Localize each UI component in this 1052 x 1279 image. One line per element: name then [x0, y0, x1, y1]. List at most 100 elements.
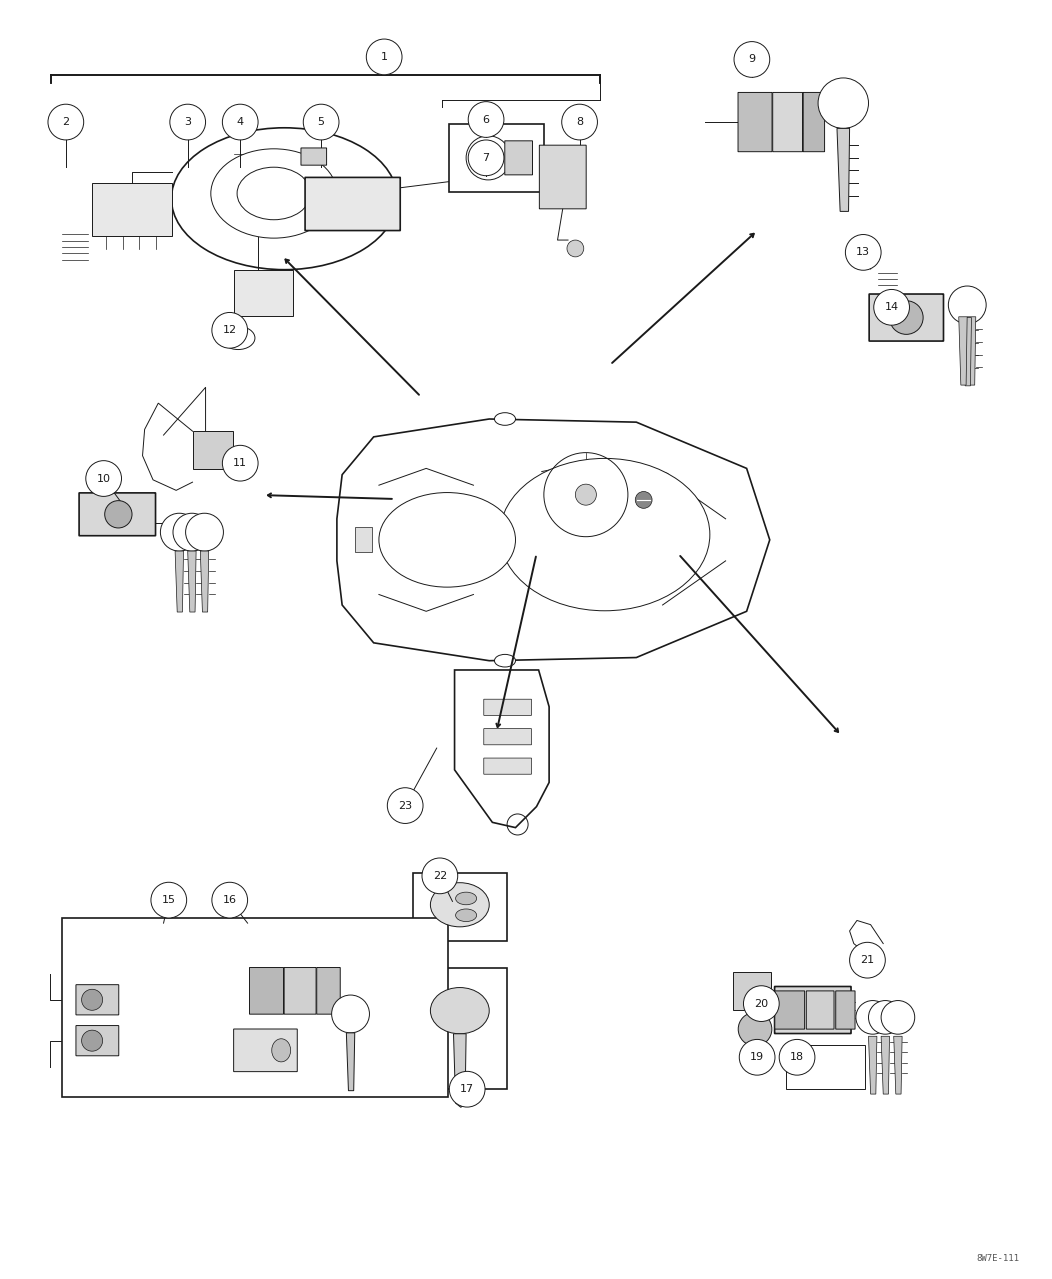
- Bar: [62, 918, 448, 1097]
- Ellipse shape: [494, 413, 515, 426]
- FancyBboxPatch shape: [835, 991, 855, 1030]
- FancyBboxPatch shape: [249, 967, 283, 1014]
- Circle shape: [734, 42, 770, 77]
- Text: 17: 17: [460, 1085, 474, 1095]
- Ellipse shape: [210, 148, 337, 238]
- Ellipse shape: [456, 893, 477, 904]
- FancyBboxPatch shape: [193, 431, 232, 469]
- Text: 15: 15: [162, 895, 176, 906]
- Ellipse shape: [430, 883, 489, 927]
- Circle shape: [874, 289, 910, 325]
- Circle shape: [882, 1000, 915, 1035]
- Text: 14: 14: [885, 302, 898, 312]
- FancyBboxPatch shape: [484, 729, 531, 744]
- Text: 2: 2: [62, 118, 69, 127]
- Circle shape: [185, 513, 223, 551]
- Circle shape: [366, 40, 402, 74]
- Circle shape: [780, 1040, 815, 1076]
- FancyBboxPatch shape: [484, 758, 531, 774]
- Circle shape: [739, 1013, 772, 1046]
- Circle shape: [850, 943, 886, 978]
- FancyBboxPatch shape: [234, 270, 292, 316]
- Polygon shape: [958, 317, 967, 385]
- Polygon shape: [454, 670, 549, 828]
- FancyBboxPatch shape: [803, 92, 825, 152]
- Polygon shape: [882, 1036, 890, 1094]
- Polygon shape: [894, 1036, 903, 1094]
- FancyBboxPatch shape: [484, 700, 531, 715]
- FancyBboxPatch shape: [284, 967, 316, 1014]
- Circle shape: [211, 312, 247, 348]
- Text: 23: 23: [398, 801, 412, 811]
- Circle shape: [86, 460, 122, 496]
- Circle shape: [744, 986, 780, 1022]
- Polygon shape: [869, 1036, 877, 1094]
- Circle shape: [48, 104, 84, 139]
- Text: 22: 22: [432, 871, 447, 881]
- Text: 16: 16: [223, 895, 237, 906]
- Text: 9: 9: [748, 55, 755, 64]
- FancyBboxPatch shape: [739, 92, 772, 152]
- FancyBboxPatch shape: [772, 92, 803, 152]
- FancyBboxPatch shape: [93, 183, 171, 235]
- Text: 6: 6: [483, 115, 489, 124]
- FancyBboxPatch shape: [774, 991, 805, 1030]
- Circle shape: [740, 1040, 775, 1076]
- Circle shape: [222, 445, 258, 481]
- Circle shape: [387, 788, 423, 824]
- Text: 20: 20: [754, 999, 768, 1009]
- FancyBboxPatch shape: [305, 178, 400, 230]
- FancyBboxPatch shape: [774, 986, 851, 1033]
- Circle shape: [160, 513, 198, 551]
- FancyBboxPatch shape: [869, 294, 944, 341]
- Polygon shape: [175, 551, 183, 613]
- Bar: [355, 527, 371, 553]
- Ellipse shape: [430, 987, 489, 1033]
- Circle shape: [82, 989, 103, 1010]
- Circle shape: [575, 485, 596, 505]
- Circle shape: [169, 104, 205, 139]
- Ellipse shape: [494, 655, 515, 668]
- Polygon shape: [200, 551, 208, 613]
- Text: 19: 19: [750, 1053, 764, 1063]
- Polygon shape: [968, 317, 976, 385]
- Polygon shape: [963, 317, 971, 386]
- Circle shape: [173, 513, 210, 551]
- Circle shape: [468, 139, 504, 175]
- Text: 4: 4: [237, 118, 244, 127]
- Ellipse shape: [271, 1039, 290, 1062]
- FancyBboxPatch shape: [540, 146, 586, 208]
- Circle shape: [846, 234, 882, 270]
- Text: 1: 1: [381, 52, 388, 61]
- Ellipse shape: [456, 909, 477, 922]
- Circle shape: [869, 1000, 903, 1035]
- Circle shape: [449, 1072, 485, 1108]
- FancyBboxPatch shape: [317, 967, 340, 1014]
- Bar: [449, 124, 544, 192]
- FancyBboxPatch shape: [76, 985, 119, 1016]
- FancyBboxPatch shape: [79, 492, 156, 536]
- Text: 5: 5: [318, 118, 325, 127]
- Text: 11: 11: [234, 458, 247, 468]
- Ellipse shape: [105, 500, 132, 528]
- Text: 8W7E-111: 8W7E-111: [977, 1253, 1019, 1262]
- Circle shape: [856, 1000, 890, 1035]
- Bar: [786, 1045, 866, 1088]
- Text: 7: 7: [483, 153, 489, 162]
- Text: 3: 3: [184, 118, 191, 127]
- Ellipse shape: [818, 78, 869, 128]
- FancyBboxPatch shape: [76, 1026, 119, 1055]
- Circle shape: [422, 858, 458, 894]
- Bar: [412, 968, 507, 1090]
- Bar: [412, 872, 507, 941]
- Circle shape: [211, 883, 247, 918]
- Circle shape: [82, 1030, 103, 1051]
- FancyBboxPatch shape: [505, 141, 532, 175]
- Circle shape: [567, 240, 584, 257]
- Polygon shape: [337, 420, 770, 661]
- Text: 13: 13: [856, 247, 870, 257]
- Text: 21: 21: [861, 955, 874, 966]
- FancyBboxPatch shape: [234, 1030, 298, 1072]
- Circle shape: [150, 883, 186, 918]
- Circle shape: [303, 104, 339, 139]
